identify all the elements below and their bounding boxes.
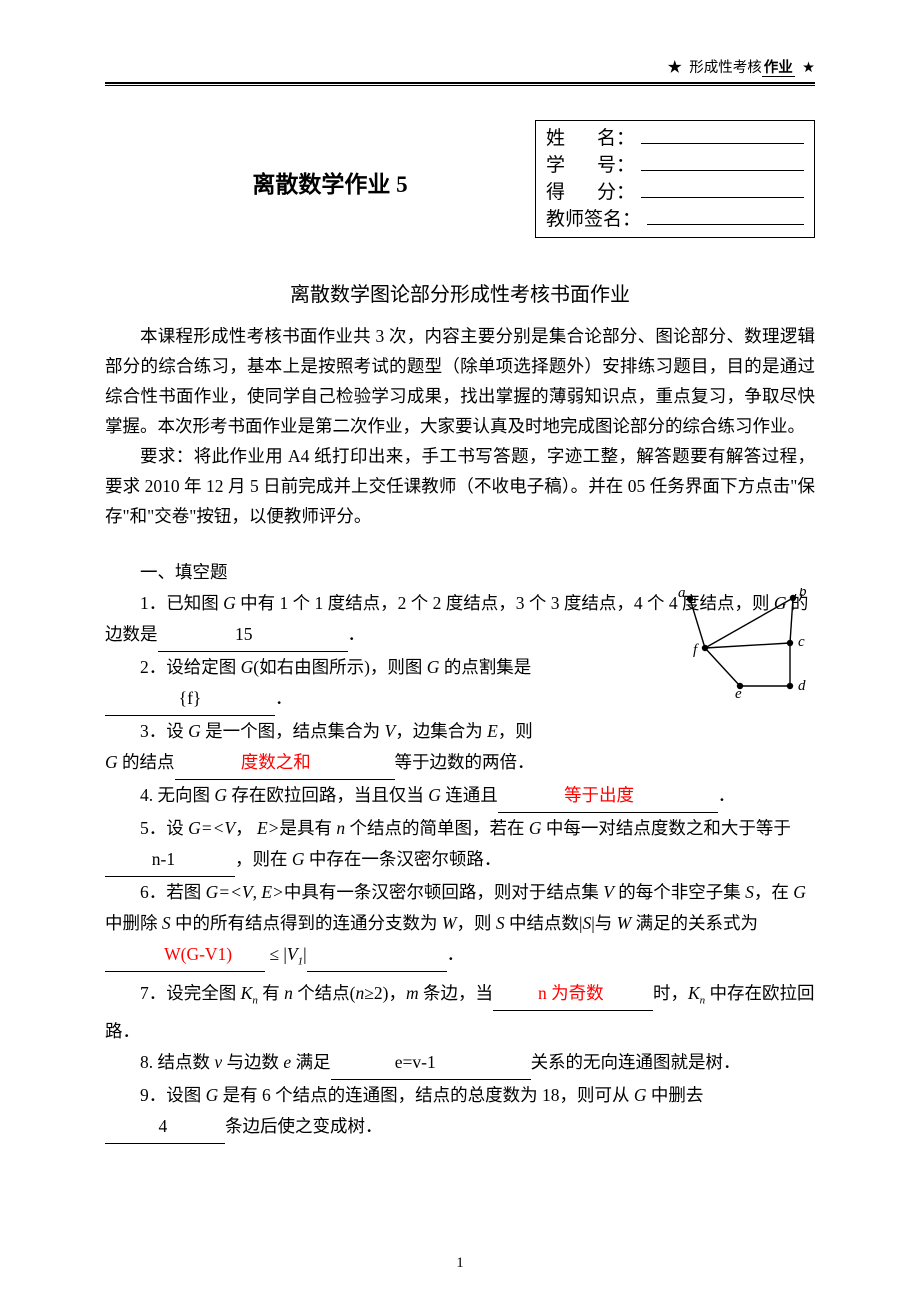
q3: 3．设 G 是一个图，结点集合为 V，边集合为 E，则 G 的结点 度数之和 等… <box>105 716 815 780</box>
score-line <box>641 182 804 198</box>
name-label-b: 名 <box>597 125 616 152</box>
section-title: 离散数学图论部分形成性考核书面作业 <box>105 278 815 307</box>
header-box: 作业 <box>762 60 795 77</box>
info-box: 姓名： 学号： 得分： 教师签名： <box>535 120 815 238</box>
q9: 9．设图 G 是有 6 个结点的连通图，结点的总度数为 18，则可从 G 中删去… <box>105 1080 815 1144</box>
q4: 4. 无向图 G 存在欧拉回路，当且仅当 G 连通且 等于出度 ． <box>105 780 815 813</box>
id-label-b: 号 <box>597 152 616 179</box>
teacher-label: 教师签名 <box>546 206 622 233</box>
q8-answer: e=v-1 <box>331 1047 531 1080</box>
page-number: 1 <box>0 1255 920 1272</box>
name-line <box>641 128 804 144</box>
page-title: 离散数学作业 5 <box>105 120 535 199</box>
q3-answer: 度数之和 <box>175 747 395 780</box>
svg-text:f: f <box>693 642 699 658</box>
score-label-a: 得 <box>546 179 565 206</box>
intro-p2: 要求：将此作业用 A4 纸打印出来，手工书写答题，字迹工整，解答题要有解答过程，… <box>105 441 815 531</box>
svg-text:c: c <box>798 634 805 650</box>
q7-answer: n 为奇数 <box>493 978 653 1011</box>
q4-answer: 等于出度 <box>498 780 718 813</box>
q5: 5．设 G=<V， E>是具有 n 个结点的简单图，若在 G 中每一对结点度数之… <box>105 813 815 877</box>
header-star: ★ <box>668 60 683 76</box>
score-label-b: 分 <box>597 179 616 206</box>
intro-text: 本课程形成性考核书面作业共 3 次，内容主要分别是集合论部分、图论部分、数理逻辑… <box>105 321 815 531</box>
q2-answer: {f} <box>105 683 275 716</box>
teacher-line <box>647 209 804 225</box>
q5-answer: n-1 <box>105 844 235 877</box>
colon: ： <box>616 125 635 152</box>
intro-p1: 本课程形成性考核书面作业共 3 次，内容主要分别是集合论部分、图论部分、数理逻辑… <box>105 321 815 441</box>
running-header: ★ 形成性考核作业 ★ <box>668 56 816 77</box>
header-star-right: ★ <box>802 60 815 76</box>
header-rule <box>105 82 815 86</box>
svg-text:a: a <box>678 588 686 601</box>
svg-text:d: d <box>798 678 806 694</box>
q9-answer: 4 <box>105 1111 225 1144</box>
name-label-a: 姓 <box>546 125 565 152</box>
q1-answer: 15 <box>158 619 348 652</box>
header-text: 形成性考核 <box>689 60 762 76</box>
q6: 6．若图 G=<V, E>中具有一条汉密尔顿回路，则对于结点集 V 的每个非空子… <box>105 877 815 978</box>
svg-text:b: b <box>799 588 807 600</box>
svg-text:e: e <box>735 686 742 698</box>
id-label-a: 学 <box>546 152 565 179</box>
q6-answer: W(G-V1) <box>105 939 265 972</box>
graph-figure: a b c d e f <box>675 588 815 698</box>
section-1-title: 一、填空题 <box>105 557 815 588</box>
id-line <box>641 155 804 171</box>
q8: 8. 结点数 v 与边数 e 满足 e=v-1 关系的无向连通图就是树． <box>105 1047 815 1080</box>
q7: 7．设完全图 Kn 有 n 个结点(n≥2)，m 条边，当 n 为奇数 时，Kn… <box>105 978 815 1048</box>
